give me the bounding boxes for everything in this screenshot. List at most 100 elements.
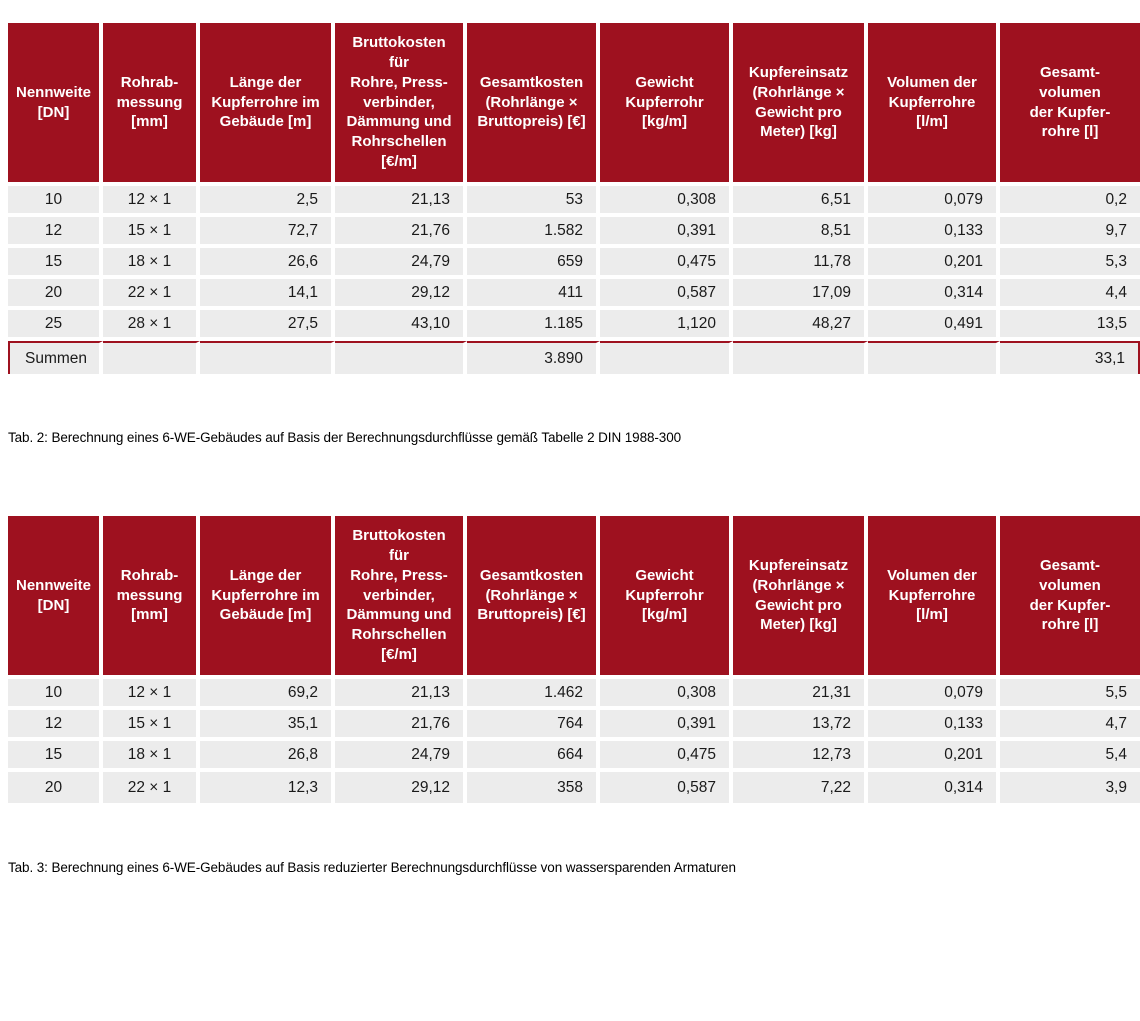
data-cell: 0,587 [600,279,733,310]
data-cell: 0,308 [600,679,733,710]
data-cell: 0,133 [868,217,1000,248]
data-cell: 21,31 [733,679,868,710]
header-cell-kupfereinsatz: Kupfereinsatz (Rohrlänge × Gewicht pro M… [733,23,868,186]
data-cell: 17,09 [733,279,868,310]
table-row: 10 12 × 1 2,5 21,13 53 0,308 6,51 0,079 … [8,186,1140,217]
data-cell: 35,1 [200,710,335,741]
data-cell: 2,5 [200,186,335,217]
data-cell: 0,391 [600,710,733,741]
data-cell [733,341,868,374]
header-cell-rohrabmessung: Rohrab- messung [mm] [103,23,200,186]
summen-label: Summen [8,341,103,374]
data-cell: 26,8 [200,741,335,772]
data-cell: 43,10 [335,310,467,341]
data-cell: 1.185 [467,310,600,341]
table-header-row: Nennweite [DN] Rohrab- messung [mm] Läng… [8,23,1140,186]
table-header-row: Nennweite [DN] Rohrab- messung [mm] Läng… [8,516,1140,679]
data-cell: 1.462 [467,679,600,710]
data-cell: 659 [467,248,600,279]
table-din-1988-300: Nennweite [DN] Rohrab- messung [mm] Läng… [8,23,1140,374]
data-cell: 0,2 [1000,186,1140,217]
data-cell: 21,13 [335,679,467,710]
data-cell: 664 [467,741,600,772]
data-cell: 72,7 [200,217,335,248]
data-cell: 0,314 [868,279,1000,310]
header-cell-gesamtkosten: Gesamtkosten (Rohrlänge × Bruttopreis) [… [467,516,600,679]
table-row: 20 22 × 1 12,3 29,12 358 0,587 7,22 0,31… [8,772,1140,803]
data-cell: 764 [467,710,600,741]
data-cell: 0,079 [868,679,1000,710]
header-cell-bruttokosten: Bruttokosten für Rohre, Press- verbinder… [335,516,467,679]
data-cell: 8,51 [733,217,868,248]
data-cell: 12 × 1 [103,679,200,710]
table-wassersparende-armaturen: Nennweite [DN] Rohrab- messung [mm] Läng… [8,516,1140,803]
summen-gesamtkosten: 3.890 [467,341,600,374]
data-cell: 20 [8,772,103,803]
data-cell: 6,51 [733,186,868,217]
data-cell: 5,5 [1000,679,1140,710]
data-cell: 7,22 [733,772,868,803]
data-cell: 29,12 [335,279,467,310]
data-cell: 53 [467,186,600,217]
data-cell: 3,9 [1000,772,1140,803]
data-cell: 0,201 [868,741,1000,772]
header-cell-gesamtkosten: Gesamtkosten (Rohrlänge × Bruttopreis) [… [467,23,600,186]
data-cell: 28 × 1 [103,310,200,341]
data-cell: 358 [467,772,600,803]
page: Nennweite [DN] Rohrab- messung [mm] Läng… [0,23,1140,1021]
data-cell: 411 [467,279,600,310]
data-cell: 5,4 [1000,741,1140,772]
summen-row: Summen 3.890 33,1 [8,341,1140,374]
data-cell: 20 [8,279,103,310]
data-cell: 1,120 [600,310,733,341]
data-cell: 15 [8,741,103,772]
data-cell: 24,79 [335,741,467,772]
data-cell: 18 × 1 [103,248,200,279]
header-cell-rohrabmessung: Rohrab- messung [mm] [103,516,200,679]
data-cell: 12,73 [733,741,868,772]
data-cell [335,341,467,374]
data-cell: 14,1 [200,279,335,310]
header-cell-kupfereinsatz: Kupfereinsatz (Rohrlänge × Gewicht pro M… [733,516,868,679]
data-cell: 9,7 [1000,217,1140,248]
table-row: 15 18 × 1 26,6 24,79 659 0,475 11,78 0,2… [8,248,1140,279]
caption-tab-3: Tab. 3: Berechnung eines 6-WE-Gebäudes a… [8,860,736,875]
table-row: 10 12 × 1 69,2 21,13 1.462 0,308 21,31 0… [8,679,1140,710]
data-cell: 10 [8,186,103,217]
data-cell: 12 × 1 [103,186,200,217]
data-cell: 26,6 [200,248,335,279]
header-cell-gewicht: Gewicht Kupferrohr [kg/m] [600,516,733,679]
header-cell-gesamtvolumen: Gesamt- volumen der Kupfer- rohre [l] [1000,23,1140,186]
header-cell-laenge: Länge der Kupferrohre im Gebäude [m] [200,516,335,679]
data-cell: 0,491 [868,310,1000,341]
data-cell: 13,5 [1000,310,1140,341]
data-cell: 21,76 [335,710,467,741]
data-cell: 11,78 [733,248,868,279]
header-cell-bruttokosten: Bruttokosten für Rohre, Press- verbinder… [335,23,467,186]
header-cell-gewicht: Gewicht Kupferrohr [kg/m] [600,23,733,186]
data-cell: 21,13 [335,186,467,217]
header-cell-laenge: Länge der Kupferrohre im Gebäude [m] [200,23,335,186]
summen-gesamtvolumen: 33,1 [1000,341,1140,374]
data-cell: 13,72 [733,710,868,741]
data-cell: 0,587 [600,772,733,803]
data-cell: 10 [8,679,103,710]
data-cell: 0,079 [868,186,1000,217]
data-cell: 4,4 [1000,279,1140,310]
data-cell [103,341,200,374]
table-row: 25 28 × 1 27,5 43,10 1.185 1,120 48,27 0… [8,310,1140,341]
table-row: 15 18 × 1 26,8 24,79 664 0,475 12,73 0,2… [8,741,1140,772]
data-cell: 69,2 [200,679,335,710]
data-cell: 22 × 1 [103,279,200,310]
header-cell-nennweite: Nennweite [DN] [8,516,103,679]
data-cell: 0,391 [600,217,733,248]
data-cell: 0,475 [600,248,733,279]
data-cell: 15 × 1 [103,217,200,248]
header-cell-volumen: Volumen der Kupferrohre [l/m] [868,23,1000,186]
data-cell: 0,308 [600,186,733,217]
data-cell: 0,201 [868,248,1000,279]
data-cell: 4,7 [1000,710,1140,741]
data-cell: 12,3 [200,772,335,803]
data-cell: 29,12 [335,772,467,803]
data-cell: 18 × 1 [103,741,200,772]
